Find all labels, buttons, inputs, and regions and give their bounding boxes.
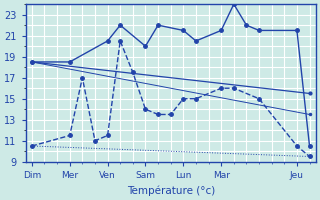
X-axis label: Température (°c): Température (°c) [127,185,215,196]
